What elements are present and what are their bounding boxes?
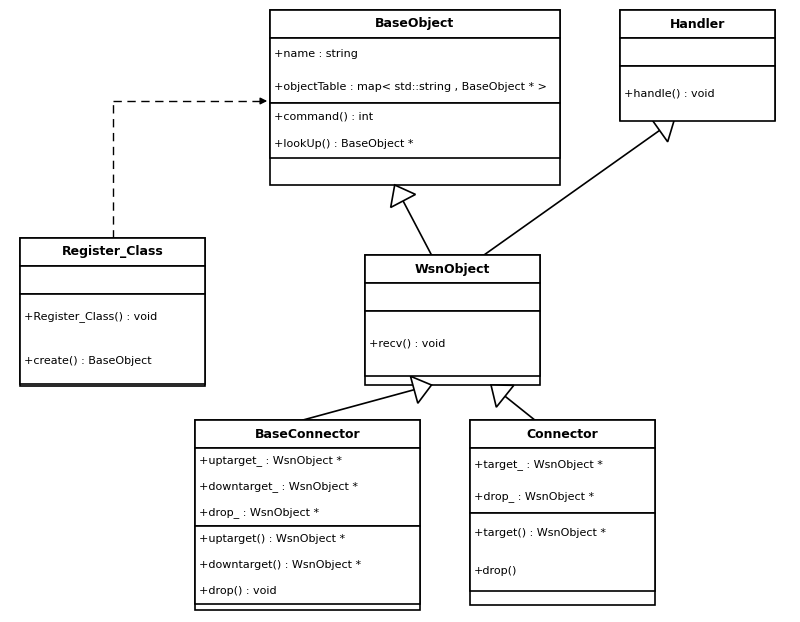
Bar xyxy=(20,238,205,386)
Bar xyxy=(365,311,540,376)
Bar xyxy=(365,255,540,283)
Text: +handle() : void: +handle() : void xyxy=(624,88,714,98)
Text: +name : string: +name : string xyxy=(274,49,358,59)
Text: Register_Class: Register_Class xyxy=(62,246,163,259)
Text: Handler: Handler xyxy=(670,17,725,30)
Bar xyxy=(195,420,420,448)
Text: +downtarget_ : WsnObject *: +downtarget_ : WsnObject * xyxy=(199,481,358,493)
Polygon shape xyxy=(390,185,415,208)
Text: +target_ : WsnObject *: +target_ : WsnObject * xyxy=(474,459,603,470)
Bar xyxy=(365,255,540,385)
Text: +lookUp() : BaseObject *: +lookUp() : BaseObject * xyxy=(274,139,414,149)
Bar xyxy=(365,283,540,311)
Polygon shape xyxy=(491,385,514,407)
Text: +Register_Class() : void: +Register_Class() : void xyxy=(24,311,158,322)
Bar xyxy=(270,10,560,185)
Bar xyxy=(195,420,420,610)
Bar xyxy=(470,513,655,591)
Text: BaseConnector: BaseConnector xyxy=(254,427,360,440)
Bar xyxy=(195,526,420,604)
Text: Connector: Connector xyxy=(526,427,598,440)
Bar xyxy=(20,294,205,384)
Bar xyxy=(470,420,655,448)
Bar xyxy=(270,38,560,103)
Bar xyxy=(270,103,560,158)
Text: +uptarget() : WsnObject *: +uptarget() : WsnObject * xyxy=(199,534,345,544)
Text: +drop_ : WsnObject *: +drop_ : WsnObject * xyxy=(199,508,319,519)
Text: +drop(): +drop() xyxy=(474,567,518,577)
Text: +drop() : void: +drop() : void xyxy=(199,586,277,596)
Bar xyxy=(620,66,775,121)
Text: +command() : int: +command() : int xyxy=(274,112,373,122)
Bar xyxy=(20,266,205,294)
Text: +recv() : void: +recv() : void xyxy=(369,338,446,348)
Text: +target() : WsnObject *: +target() : WsnObject * xyxy=(474,527,606,537)
Text: +uptarget_ : WsnObject *: +uptarget_ : WsnObject * xyxy=(199,455,342,466)
Bar xyxy=(195,448,420,526)
Bar xyxy=(620,38,775,66)
Text: +create() : BaseObject: +create() : BaseObject xyxy=(24,356,152,366)
Text: +drop_ : WsnObject *: +drop_ : WsnObject * xyxy=(474,491,594,502)
Bar xyxy=(20,238,205,266)
Polygon shape xyxy=(410,376,431,403)
Text: +downtarget() : WsnObject *: +downtarget() : WsnObject * xyxy=(199,560,361,570)
Bar xyxy=(470,420,655,605)
Text: +objectTable : map< std::string , BaseObject * >: +objectTable : map< std::string , BaseOb… xyxy=(274,81,547,92)
Text: BaseObject: BaseObject xyxy=(375,17,454,30)
Bar xyxy=(620,10,775,38)
Bar xyxy=(270,10,560,38)
Bar xyxy=(620,10,775,120)
Polygon shape xyxy=(651,119,674,142)
Bar xyxy=(470,448,655,513)
Text: WsnObject: WsnObject xyxy=(415,262,490,276)
